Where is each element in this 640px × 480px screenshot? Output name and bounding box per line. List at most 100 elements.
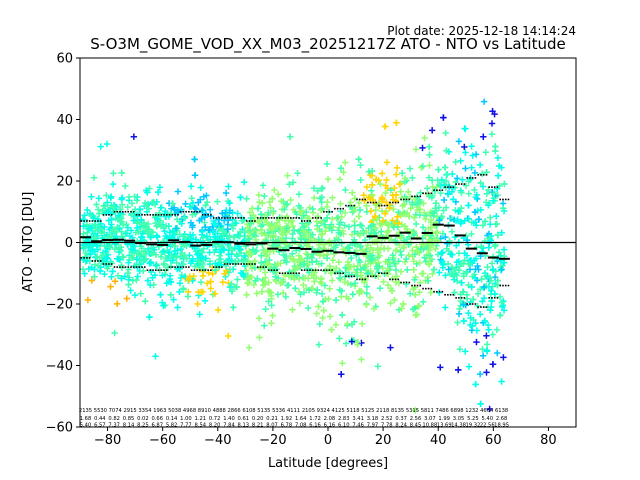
- data-point: [176, 231, 183, 238]
- data-point: [327, 221, 335, 228]
- bin-band-dot: [455, 183, 457, 185]
- bin-band-dot: [119, 210, 121, 213]
- bin-band-dot: [171, 266, 174, 268]
- bin-band-dot: [334, 207, 336, 210]
- data-point: [440, 114, 447, 121]
- bin-band-dot: [460, 183, 463, 185]
- data-point: [405, 252, 412, 259]
- chart-title: S-O3M_GOME_VOD_XX_M03_20251217Z ATO - NT…: [90, 35, 566, 54]
- data-point: [186, 203, 193, 210]
- data-point: [474, 452, 480, 458]
- data-point: [113, 300, 121, 308]
- data-point: [478, 276, 485, 283]
- data-point: [488, 303, 495, 311]
- data-point: [335, 258, 342, 266]
- bin-band-dot: [110, 263, 113, 265]
- data-point: [369, 271, 376, 278]
- bin-band-dot: [317, 217, 320, 219]
- data-point: [133, 276, 140, 284]
- data-point: [461, 250, 468, 257]
- bin-stat-value: 0.37: [395, 416, 407, 422]
- data-point: [228, 257, 235, 264]
- data-point: [363, 183, 371, 191]
- data-point: [310, 185, 318, 192]
- bin-band-dot: [243, 217, 245, 219]
- bin-band-dot: [309, 220, 311, 222]
- data-point: [88, 193, 95, 200]
- data-point: [88, 264, 95, 271]
- data-point: [454, 216, 461, 223]
- data-point: [370, 305, 378, 312]
- y-tick-label: 40: [56, 113, 73, 128]
- data-point: [80, 266, 87, 273]
- data-point: [472, 319, 479, 327]
- data-point: [101, 270, 108, 278]
- data-point: [277, 260, 284, 267]
- data-point: [142, 298, 149, 305]
- data-point: [247, 251, 255, 258]
- bin-stat-value: 8135: [391, 408, 404, 414]
- data-point: [338, 371, 345, 378]
- bin-band-dot: [281, 217, 284, 219]
- bin-stat-value: 8.45: [410, 423, 422, 429]
- data-point: [318, 218, 325, 225]
- y-tick-label: −20: [46, 298, 73, 313]
- data-point: [492, 147, 499, 155]
- data-point: [178, 220, 185, 227]
- data-point: [266, 198, 273, 206]
- data-point: [147, 258, 154, 266]
- bin-stat-value: 1232: [465, 408, 478, 414]
- data-point: [391, 296, 398, 304]
- bin-band-dot: [171, 214, 174, 216]
- data-point: [300, 289, 308, 296]
- data-point: [198, 207, 206, 214]
- data-point: [229, 304, 237, 311]
- data-point: [457, 157, 464, 165]
- data-point: [131, 193, 138, 200]
- bin-band-dot: [80, 257, 83, 259]
- data-point: [463, 291, 471, 298]
- data-point: [440, 261, 447, 269]
- data-point: [409, 174, 416, 182]
- bin-band-dot: [91, 220, 94, 222]
- data-point: [500, 354, 507, 361]
- bin-band-dot: [105, 263, 107, 265]
- x-axis-ticks: −80 −60 −40 −20 0 20 40 60 80: [94, 427, 557, 448]
- data-point: [398, 251, 405, 259]
- bin-band-dot: [99, 220, 102, 222]
- bin-stat-value: 10.88: [422, 423, 437, 429]
- bin-band-dot: [232, 217, 234, 219]
- bin-stat-value: 2105: [302, 408, 315, 414]
- bin-band-dot: [389, 201, 391, 204]
- bin-band-dot: [94, 220, 96, 222]
- data-point: [430, 266, 438, 273]
- data-point: [424, 277, 432, 284]
- bin-band-dot: [135, 266, 138, 268]
- data-point: [376, 285, 384, 292]
- bin-stat-value: 0.82: [108, 416, 120, 422]
- data-point: [117, 215, 125, 222]
- data-point: [127, 287, 134, 294]
- data-point: [171, 206, 178, 213]
- data-point: [240, 257, 247, 264]
- data-point: [482, 149, 489, 156]
- bin-band-dot: [405, 198, 408, 201]
- data-point: [382, 189, 389, 197]
- data-point: [432, 230, 440, 237]
- bin-band-dot: [331, 210, 333, 213]
- data-point: [374, 363, 382, 370]
- bin-stats-table: 2135 5530 7074 2915 3354 1963 5038 4968 8910 4888…: [79, 408, 509, 428]
- bin-band-dot: [99, 260, 102, 262]
- bin-band-dot: [229, 263, 231, 265]
- bin-band-dot: [372, 201, 375, 204]
- data-point: [107, 283, 114, 290]
- bin-band-dot: [245, 220, 248, 222]
- bin-band-dot: [143, 214, 146, 216]
- data-point: [136, 205, 144, 213]
- bin-stat-value: 8.24: [395, 423, 407, 429]
- bin-stat-value: 5.40: [80, 423, 92, 429]
- bin-band-dot: [251, 263, 254, 265]
- data-point: [465, 215, 472, 222]
- data-point: [184, 293, 192, 300]
- bin-band-dot: [298, 217, 300, 219]
